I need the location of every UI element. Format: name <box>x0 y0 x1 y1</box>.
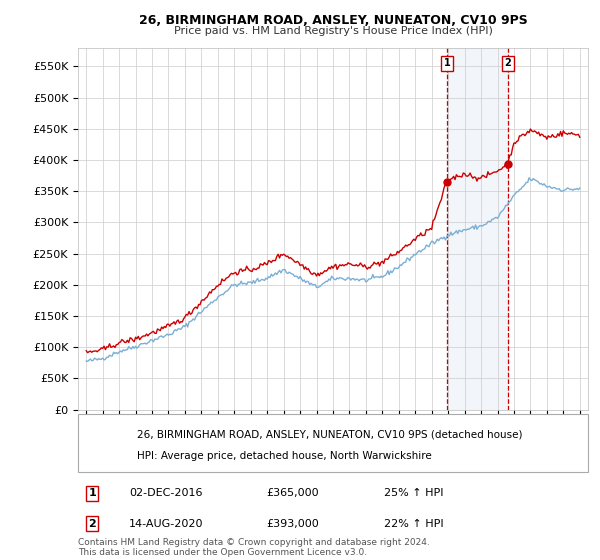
Text: Price paid vs. HM Land Registry's House Price Index (HPI): Price paid vs. HM Land Registry's House … <box>173 26 493 36</box>
Text: 14-AUG-2020: 14-AUG-2020 <box>129 519 203 529</box>
Bar <box>447 48 508 409</box>
Text: 25% ↑ HPI: 25% ↑ HPI <box>384 488 443 498</box>
Text: 26, BIRMINGHAM ROAD, ANSLEY, NUNEATON, CV10 9PS (detached house): 26, BIRMINGHAM ROAD, ANSLEY, NUNEATON, C… <box>137 430 522 440</box>
Text: 2: 2 <box>88 519 96 529</box>
Text: Contains HM Land Registry data © Crown copyright and database right 2024.
This d: Contains HM Land Registry data © Crown c… <box>78 538 430 557</box>
Text: £393,000: £393,000 <box>266 519 319 529</box>
Text: 1: 1 <box>88 488 96 498</box>
Text: 02-DEC-2016: 02-DEC-2016 <box>129 488 203 498</box>
FancyBboxPatch shape <box>78 414 588 472</box>
Text: 1: 1 <box>443 58 450 68</box>
Text: 26, BIRMINGHAM ROAD, ANSLEY, NUNEATON, CV10 9PS: 26, BIRMINGHAM ROAD, ANSLEY, NUNEATON, C… <box>139 14 527 27</box>
Text: 2: 2 <box>505 58 511 68</box>
Text: £365,000: £365,000 <box>266 488 319 498</box>
Text: 22% ↑ HPI: 22% ↑ HPI <box>384 519 443 529</box>
Text: HPI: Average price, detached house, North Warwickshire: HPI: Average price, detached house, Nort… <box>137 451 431 460</box>
